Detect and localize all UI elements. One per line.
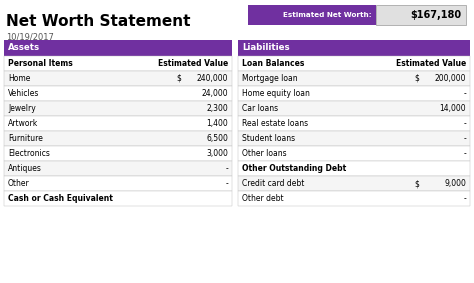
Text: 3,000: 3,000	[206, 149, 228, 158]
Text: Liabilities: Liabilities	[242, 44, 290, 53]
Text: Car loans: Car loans	[242, 104, 278, 113]
Bar	[4, 101, 232, 116]
Bar	[238, 146, 470, 161]
Bar	[4, 116, 232, 131]
Text: -: -	[463, 119, 466, 128]
Bar	[376, 5, 466, 25]
Text: 10/19/2017: 10/19/2017	[6, 32, 54, 41]
Text: 1,400: 1,400	[206, 119, 228, 128]
Bar	[4, 56, 232, 71]
Text: Artwork: Artwork	[8, 119, 38, 128]
Bar	[238, 131, 470, 146]
Text: Net Worth Statement: Net Worth Statement	[6, 14, 191, 29]
Text: Other Outstanding Debt: Other Outstanding Debt	[242, 164, 346, 173]
Text: -: -	[463, 134, 466, 143]
Text: Loan Balances: Loan Balances	[242, 59, 304, 68]
Text: -: -	[463, 89, 466, 98]
Text: 200,000: 200,000	[435, 74, 466, 83]
Text: Personal Items: Personal Items	[8, 59, 73, 68]
Bar	[4, 161, 232, 176]
Bar	[4, 131, 232, 146]
Bar	[238, 161, 470, 176]
Text: $: $	[176, 74, 181, 83]
Text: Estimated Value: Estimated Value	[158, 59, 228, 68]
Text: $167,180: $167,180	[410, 10, 461, 20]
Bar	[248, 5, 376, 25]
Bar	[238, 176, 470, 191]
Text: Furniture: Furniture	[8, 134, 43, 143]
Bar	[4, 86, 232, 101]
Text: Other debt: Other debt	[242, 194, 283, 203]
Bar	[4, 71, 232, 86]
Bar	[238, 86, 470, 101]
Text: 2,300: 2,300	[206, 104, 228, 113]
Bar	[4, 176, 232, 191]
Bar	[4, 146, 232, 161]
Text: Electronics: Electronics	[8, 149, 50, 158]
Text: -: -	[463, 194, 466, 203]
Text: 9,000: 9,000	[444, 179, 466, 188]
Bar	[238, 56, 470, 71]
Text: Other: Other	[8, 179, 30, 188]
Text: -: -	[225, 179, 228, 188]
Text: Home: Home	[8, 74, 30, 83]
Text: Mortgage loan: Mortgage loan	[242, 74, 298, 83]
Text: $: $	[414, 179, 419, 188]
Text: Other loans: Other loans	[242, 149, 287, 158]
Bar	[238, 191, 470, 206]
Text: 24,000: 24,000	[201, 89, 228, 98]
Text: Credit card debt: Credit card debt	[242, 179, 304, 188]
Text: Jewelry: Jewelry	[8, 104, 36, 113]
Text: Antiques: Antiques	[8, 164, 42, 173]
Bar	[4, 191, 232, 206]
Bar	[238, 71, 470, 86]
Text: $: $	[414, 74, 419, 83]
Text: Home equity loan: Home equity loan	[242, 89, 310, 98]
Text: Cash or Cash Equivalent: Cash or Cash Equivalent	[8, 194, 113, 203]
Bar	[238, 116, 470, 131]
Bar	[238, 101, 470, 116]
Text: 240,000: 240,000	[197, 74, 228, 83]
Text: Assets: Assets	[8, 44, 40, 53]
Text: 6,500: 6,500	[206, 134, 228, 143]
Text: Student loans: Student loans	[242, 134, 295, 143]
Text: -: -	[225, 164, 228, 173]
Text: Estimated Value: Estimated Value	[396, 59, 466, 68]
Text: Estimated Net Worth:: Estimated Net Worth:	[283, 12, 372, 18]
Text: Vehicles: Vehicles	[8, 89, 39, 98]
Bar	[238, 40, 470, 56]
Text: -: -	[463, 149, 466, 158]
Text: 14,000: 14,000	[439, 104, 466, 113]
Text: Real estate loans: Real estate loans	[242, 119, 308, 128]
Bar	[4, 40, 232, 56]
